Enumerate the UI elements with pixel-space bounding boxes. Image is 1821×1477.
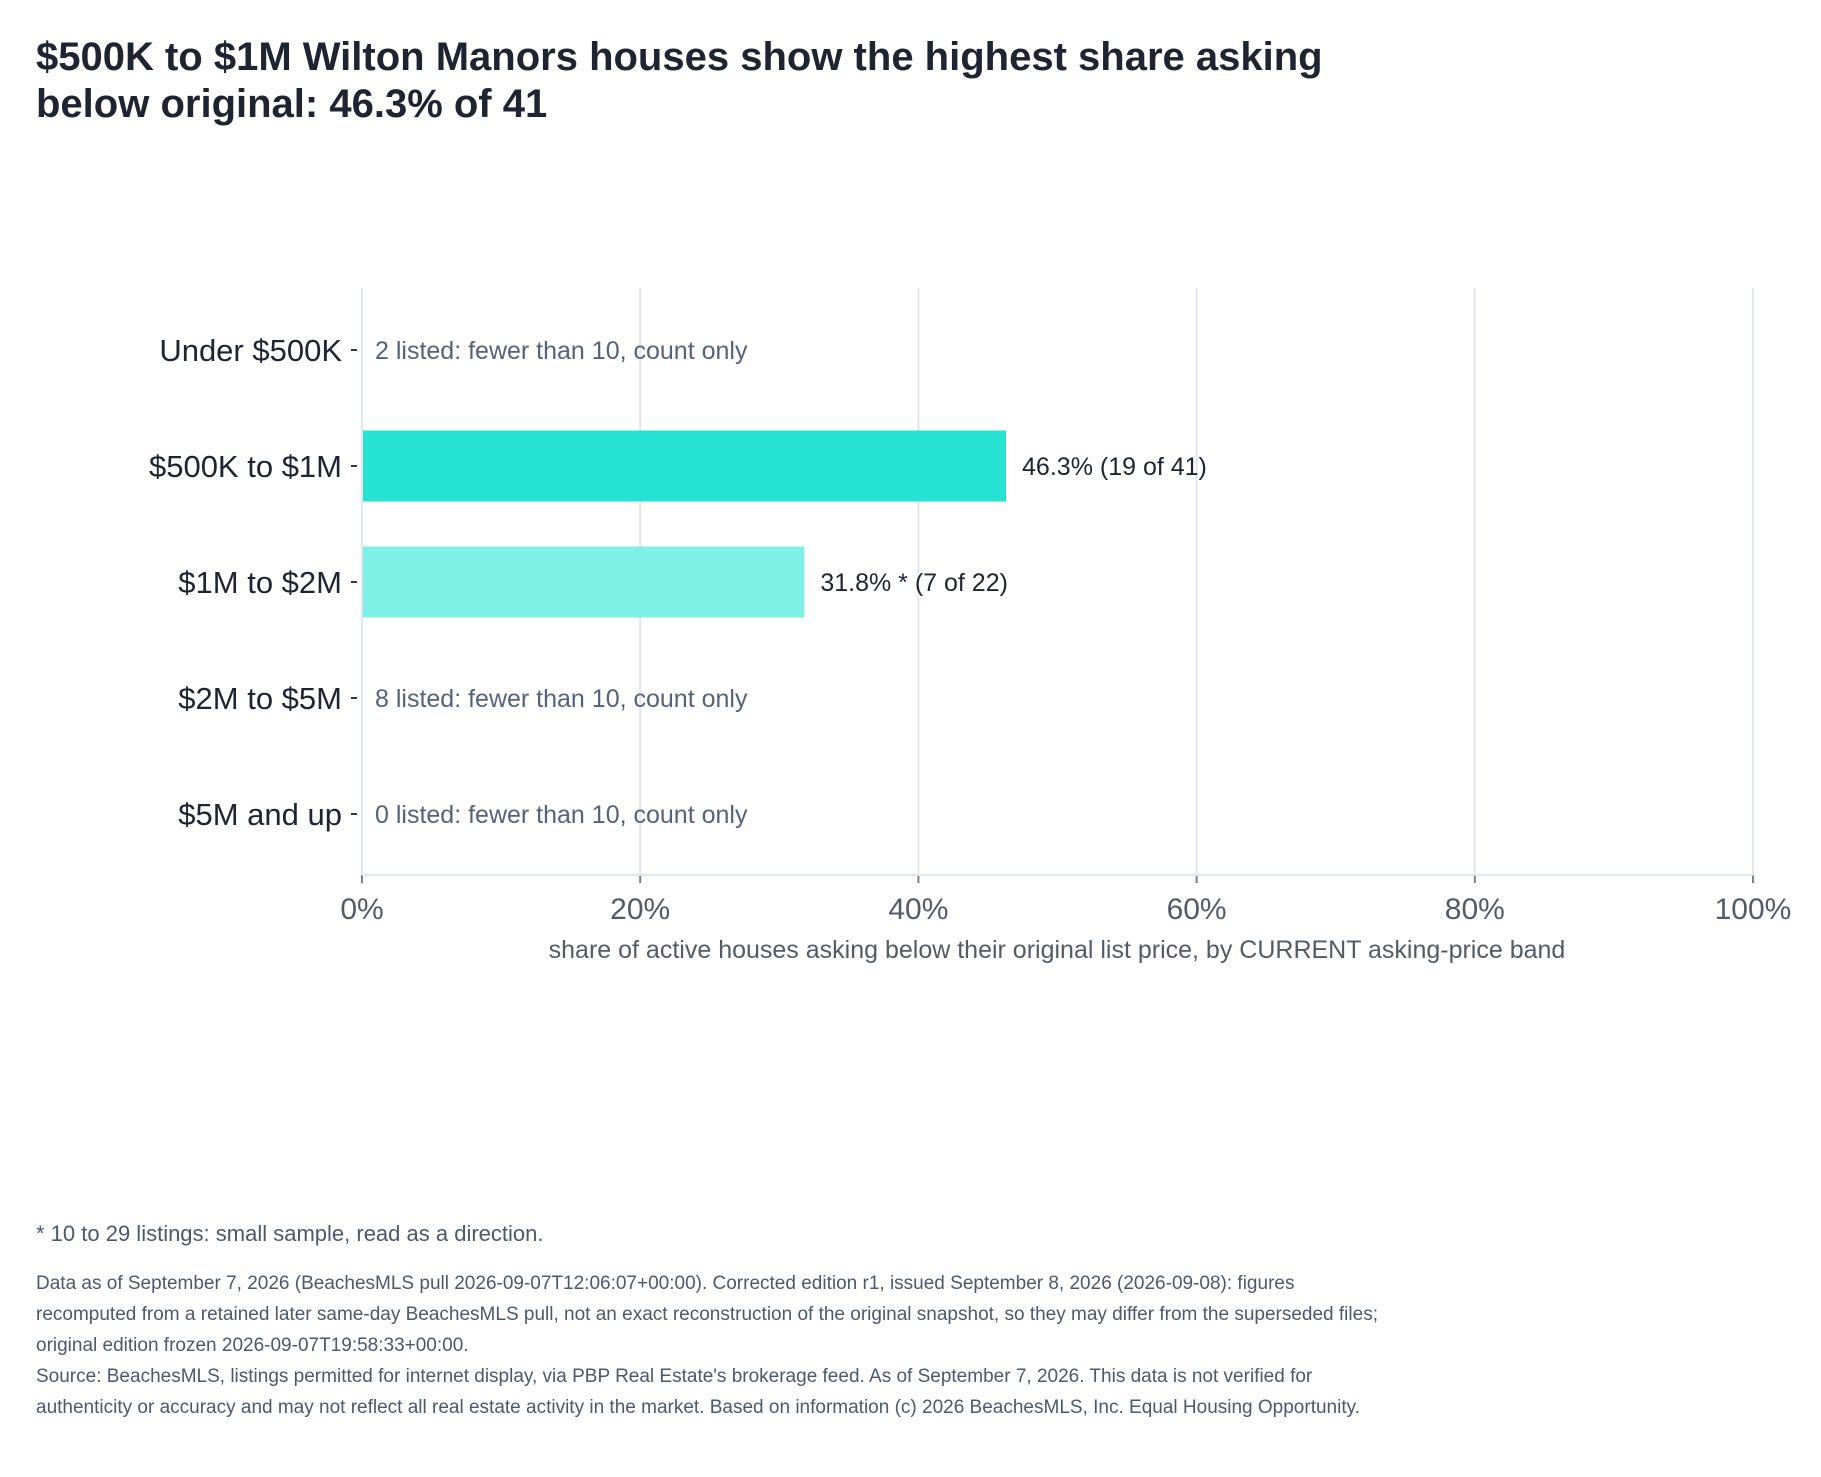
count-only-label: 8 listed: fewer than 10, count only: [375, 685, 748, 713]
category-label: $2M to $5M: [178, 681, 342, 716]
x-tick-label: 80%: [1445, 893, 1505, 926]
bar-chart: 0% 20% 40% 60% 80% 100% Under $500K 2 listed: f…: [149, 288, 1791, 964]
category-label: $1M to $2M: [178, 565, 342, 600]
category-label: Under $500K: [159, 333, 342, 368]
category-label: $5M and up: [178, 797, 342, 832]
bar-value-label: 31.8% * (7 of 22): [820, 569, 1008, 597]
small-sample-footnote: * 10 to 29 listings: small sample, read …: [36, 1221, 544, 1246]
footer-notes: Data as of September 7, 2026 (BeachesMLS…: [36, 1268, 1396, 1423]
chart-title: $500K to $1M Wilton Manors houses show t…: [36, 35, 1323, 126]
bar: [362, 546, 805, 618]
x-tick-label: 100%: [1715, 893, 1792, 926]
x-tick-label: 60%: [1167, 893, 1227, 926]
x-tick-label: 20%: [610, 893, 670, 926]
data-note: Data as of September 7, 2026 (BeachesMLS…: [36, 1273, 1378, 1356]
bar-value-label: 46.3% (19 of 41): [1022, 453, 1207, 481]
count-only-label: 0 listed: fewer than 10, count only: [375, 801, 748, 829]
bar: [362, 430, 1007, 502]
source-note: Source: BeachesMLS, listings permitted f…: [36, 1366, 1360, 1418]
x-axis-title: share of active houses asking below thei…: [549, 936, 1566, 964]
axes: [351, 288, 1754, 883]
x-tick-label: 0%: [340, 893, 383, 926]
bars: [362, 430, 1007, 618]
labels: 0% 20% 40% 60% 80% 100% Under $500K 2 listed: f…: [149, 333, 1791, 926]
category-label: $500K to $1M: [149, 449, 342, 484]
x-tick-label: 40%: [888, 893, 948, 926]
count-only-label: 2 listed: fewer than 10, count only: [375, 337, 748, 365]
